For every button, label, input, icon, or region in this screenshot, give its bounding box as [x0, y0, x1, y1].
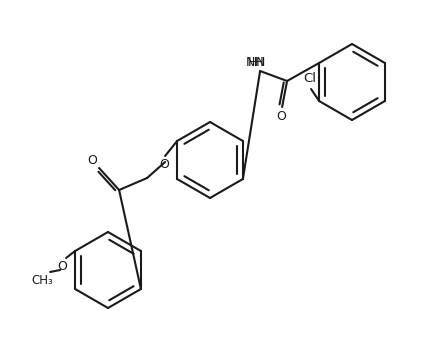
Text: O: O	[87, 154, 97, 167]
Text: O: O	[276, 111, 286, 123]
Text: Cl: Cl	[304, 72, 317, 86]
Text: O: O	[57, 259, 67, 273]
Text: N: N	[256, 57, 265, 69]
Text: CH₃: CH₃	[31, 275, 53, 287]
Text: H: H	[248, 57, 257, 69]
Text: NH: NH	[246, 57, 264, 69]
Text: O: O	[159, 158, 169, 172]
